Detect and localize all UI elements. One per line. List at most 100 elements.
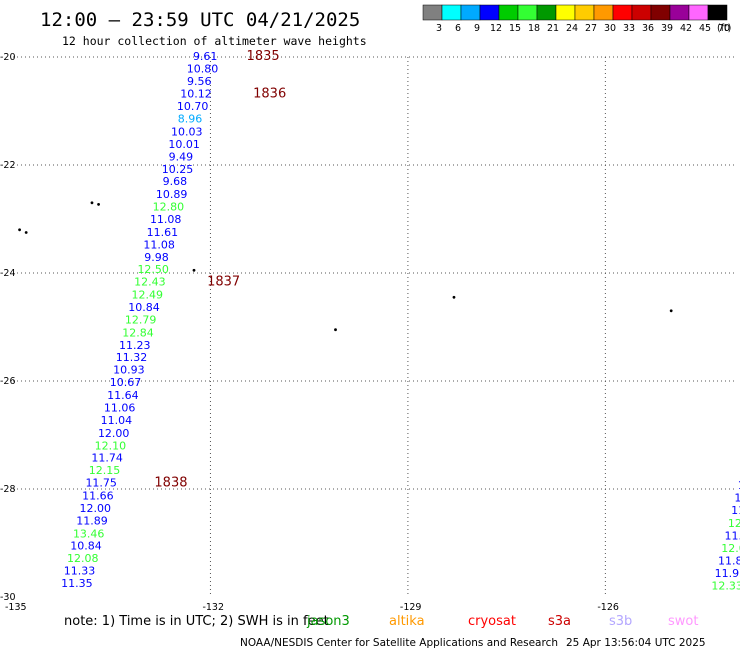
wave-height-value: 12.15 [89, 464, 121, 477]
wave-height-value: 10.12 [180, 88, 212, 101]
colorbar-swatch [688, 4, 709, 21]
note-text: note: 1) Time is in UTC; 2) SWH is in fe… [64, 614, 329, 629]
colorbar-label: 45 [699, 23, 711, 34]
colorbar-label: 6 [455, 23, 461, 34]
colorbar-swatch [517, 4, 538, 21]
wave-height-value: 12.50 [137, 263, 169, 276]
island-dot [452, 295, 456, 299]
wave-height-value: 10.70 [177, 100, 209, 113]
y-tick-label: -30 [0, 592, 16, 603]
x-tick-label: -132 [202, 602, 224, 613]
wave-height-value: 11.93 [715, 567, 740, 580]
satellite-legend-s3a: s3a [548, 614, 571, 629]
colorbar-label: 33 [623, 23, 635, 34]
satellite-legend-cryosat: cryosat [468, 614, 516, 629]
footer-credit: NOAA/NESDIS Center for Satellite Applica… [240, 637, 558, 649]
wave-height-value: 12.04 [721, 542, 740, 555]
wave-height-value: 10.84 [128, 301, 160, 314]
time-annotations: 1835183618371838175617571758175017511759 [154, 49, 286, 491]
island-dot [18, 228, 21, 232]
wave-height-value: 11.35 [61, 577, 93, 590]
wave-height-value: 10.01 [168, 138, 200, 151]
satellite-legend-jason3: jason3 [306, 614, 350, 629]
x-tick-label: -129 [400, 602, 422, 613]
wave-height-value: 12.00 [80, 502, 112, 515]
colorbar-label: 70 [718, 23, 730, 34]
island-dot [24, 231, 28, 234]
colorbar-unit: (ft) [717, 23, 731, 34]
colorbar-swatch [650, 4, 671, 21]
grid-lines [13, 56, 737, 597]
colorbar-swatch [593, 4, 614, 21]
wave-height-value: 12.84 [122, 326, 154, 339]
pass-time-label: 1835 [247, 49, 280, 64]
wave-height-value: 12.10 [95, 439, 127, 452]
satellite-legend-altika: altika [389, 614, 425, 629]
colorbar-label: 24 [566, 23, 578, 34]
satellite-legend-swot: swot [668, 614, 698, 629]
wave-height-value: 10.25 [162, 163, 194, 176]
wave-height-value: 10.03 [171, 126, 203, 139]
wave-height-value: 11.61 [147, 226, 179, 239]
wave-height-value: 11.23 [738, 479, 740, 492]
island-dot [669, 309, 673, 313]
colorbar-swatch [498, 4, 519, 21]
chart-title: 12:00 – 23:59 UTC 04/21/2025 [40, 9, 360, 31]
wave-height-value: 12.08 [67, 552, 99, 565]
wave-height-value: 12.80 [153, 201, 185, 214]
island-dot [97, 203, 100, 206]
wave-height-value: 9.49 [169, 150, 194, 163]
colorbar-swatch [422, 4, 443, 21]
wave-height-values: 9.6110.809.5610.1210.708.9610.0310.019.4… [61, 50, 740, 593]
colorbar-swatch [669, 4, 690, 21]
colorbar-swatch [612, 4, 633, 21]
wave-height-value: 11.06 [104, 401, 136, 414]
colorbar-label: 36 [642, 23, 654, 34]
wave-height-value: 11.66 [82, 489, 114, 502]
colorbar-swatch [631, 4, 652, 21]
colorbar-label: 42 [680, 23, 692, 34]
wave-height-value: 11.74 [91, 452, 123, 465]
y-tick-label: -20 [0, 52, 16, 63]
colorbar-label: 21 [547, 23, 559, 34]
colorbar-label: 30 [604, 23, 616, 34]
wave-height-value: 12.49 [132, 289, 164, 302]
island-dot [90, 201, 94, 205]
wave-height-value: 12.33 [711, 580, 740, 593]
wave-height-value: 13.46 [73, 527, 105, 540]
colorbar-label: 27 [585, 23, 597, 34]
y-tick-label: -28 [0, 484, 16, 495]
island-markers [18, 201, 673, 332]
island-dot [334, 328, 337, 332]
colorbar-swatch [555, 4, 576, 21]
wave-height-value: 12.43 [134, 276, 166, 289]
colorbar-label: 18 [528, 23, 540, 34]
satellite-legend: jason3 altika cryosat s3a s3b swot [306, 614, 698, 629]
wave-height-value: 10.93 [113, 364, 145, 377]
chart-subtitle: 12 hour collection of altimeter wave hei… [62, 34, 367, 48]
colorbar-swatch [707, 4, 728, 21]
pass-time-label: 1836 [253, 87, 286, 102]
wave-height-value: 10.84 [70, 540, 102, 553]
wave-height-value: 11.75 [85, 477, 117, 490]
y-tick-label: -26 [0, 376, 16, 387]
colorbar-label: 39 [661, 23, 673, 34]
wave-height-value: 11.08 [150, 213, 182, 226]
pass-time-label: 1837 [207, 275, 240, 290]
wave-height-value: 11.86 [725, 529, 740, 542]
wave-height-value: 8.96 [178, 113, 203, 126]
island-dot [192, 268, 196, 272]
colorbar: 3 6 9 12 15 18 21 24 27 30 33 36 39 42 45 70(ft) [422, 4, 731, 34]
wave-height-value: 9.98 [144, 251, 169, 264]
colorbar-label: 15 [509, 23, 521, 34]
wave-height-value: 11.32 [116, 351, 148, 364]
wave-height-value: 10.67 [110, 376, 142, 389]
x-tick-label: -135 [5, 602, 27, 613]
wave-height-value: 11.33 [64, 565, 96, 578]
colorbar-label: 9 [474, 23, 480, 34]
x-tick-label: -126 [597, 602, 619, 613]
axis-ticks: -135-132-129-126-123-124-20-22-24-26-28-… [0, 52, 619, 613]
wave-height-value: 11.51 [731, 504, 740, 517]
